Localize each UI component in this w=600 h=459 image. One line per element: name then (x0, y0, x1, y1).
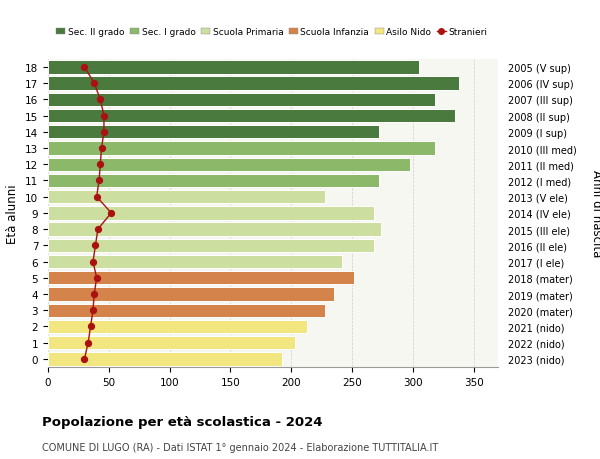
Point (83, 339, 93, 347)
Bar (48, 336, 295, 350)
Bar (48, 255, 343, 269)
Point (80, 355, 89, 363)
Point (92, 194, 101, 201)
Bar (48, 239, 374, 252)
Point (92, 274, 101, 282)
Point (91, 242, 100, 250)
Bar (48, 126, 379, 139)
Y-axis label: Età alunni: Età alunni (7, 184, 19, 243)
Point (97, 145, 106, 152)
Bar (48, 320, 307, 333)
Point (89, 80, 99, 88)
Legend: Sec. II grado, Sec. I grado, Scuola Primaria, Scuola Infanzia, Asilo Nido, Stran: Sec. II grado, Sec. I grado, Scuola Prim… (53, 24, 491, 40)
Bar (48, 272, 355, 285)
Bar (48, 190, 325, 204)
Bar (48, 158, 410, 172)
Point (106, 210, 116, 217)
Bar (48, 94, 435, 107)
Bar (48, 207, 374, 220)
Point (89, 291, 99, 298)
Point (99, 129, 109, 136)
Point (88, 258, 98, 266)
Bar (48, 61, 419, 74)
Text: COMUNE DI LUGO (RA) - Dati ISTAT 1° gennaio 2024 - Elaborazione TUTTITALIA.IT: COMUNE DI LUGO (RA) - Dati ISTAT 1° genn… (42, 442, 438, 452)
Bar (48, 77, 459, 90)
Point (95, 161, 105, 168)
Point (88, 307, 98, 314)
Y-axis label: Anni di nascita: Anni di nascita (590, 170, 600, 257)
Point (95, 96, 105, 104)
Text: Popolazione per età scolastica - 2024: Popolazione per età scolastica - 2024 (42, 415, 323, 428)
Bar (48, 142, 435, 155)
Bar (48, 353, 281, 366)
Point (94, 177, 104, 185)
Bar (48, 110, 455, 123)
Point (99, 112, 109, 120)
Bar (48, 223, 381, 236)
Point (93, 226, 103, 233)
Point (86, 323, 95, 330)
Bar (48, 174, 379, 188)
Bar (48, 304, 325, 317)
Bar (48, 288, 334, 301)
Point (80, 64, 89, 72)
